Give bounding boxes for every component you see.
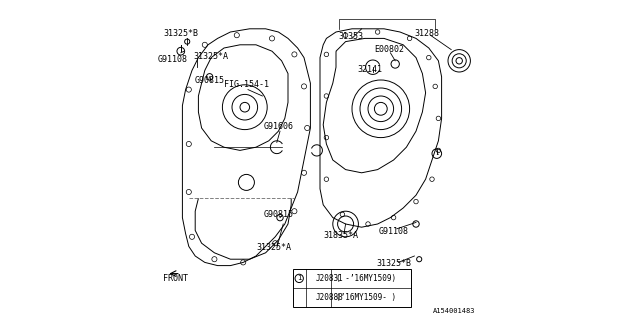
Text: 32141: 32141 xyxy=(357,65,382,74)
Text: E00802: E00802 xyxy=(374,45,404,54)
Text: A154001483: A154001483 xyxy=(433,308,475,314)
Text: 31353: 31353 xyxy=(338,32,363,41)
Text: G91108: G91108 xyxy=(157,55,187,64)
Text: 1: 1 xyxy=(435,151,438,156)
Text: J20831: J20831 xyxy=(315,274,343,283)
Text: 1: 1 xyxy=(297,276,301,281)
Text: G90815: G90815 xyxy=(264,210,293,219)
Text: 31288: 31288 xyxy=(415,29,440,38)
Text: 31835*A: 31835*A xyxy=(323,231,358,240)
Text: G91606: G91606 xyxy=(264,122,293,131)
Text: ( -’16MY1509): ( -’16MY1509) xyxy=(336,274,396,283)
Text: 31325*B: 31325*B xyxy=(376,259,411,268)
Text: 31325*B: 31325*B xyxy=(163,29,198,38)
Text: 31325*A: 31325*A xyxy=(256,243,291,252)
Text: FRONT: FRONT xyxy=(163,274,189,283)
Text: G90815: G90815 xyxy=(195,76,225,84)
Text: (’16MY1509- ): (’16MY1509- ) xyxy=(336,293,396,302)
Text: J20888: J20888 xyxy=(315,293,343,302)
Text: 31325*A: 31325*A xyxy=(194,52,228,60)
Bar xyxy=(292,269,411,307)
Text: G91108: G91108 xyxy=(379,227,408,236)
Text: FIG.154-1: FIG.154-1 xyxy=(224,80,269,89)
